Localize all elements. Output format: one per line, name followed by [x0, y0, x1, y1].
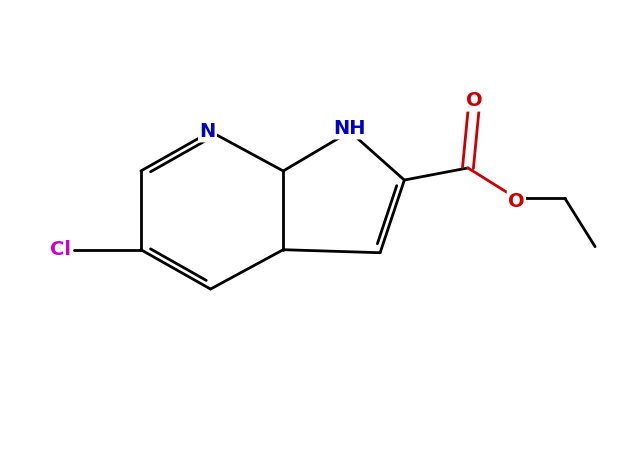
- Text: NH: NH: [334, 119, 366, 138]
- Text: Cl: Cl: [50, 240, 71, 259]
- Text: O: O: [466, 91, 482, 110]
- Text: N: N: [199, 122, 216, 141]
- Text: O: O: [508, 192, 525, 211]
